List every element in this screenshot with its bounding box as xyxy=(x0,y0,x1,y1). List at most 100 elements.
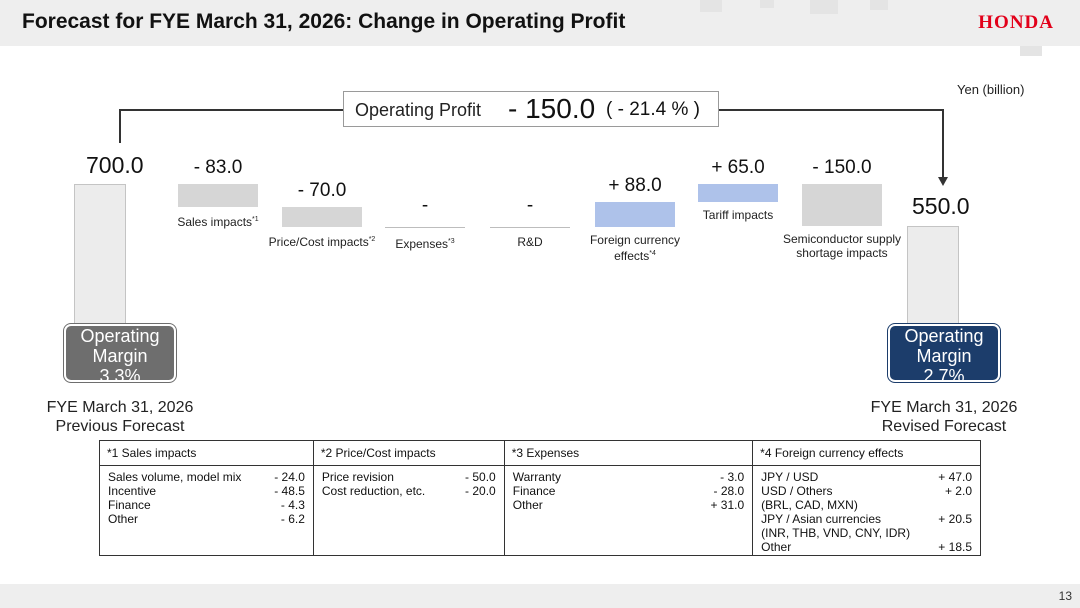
connector-arrowhead xyxy=(938,177,948,186)
previous-forecast-date: FYE March 31, 2026 xyxy=(46,399,194,416)
note-row-name: Other xyxy=(761,540,792,554)
revised-forecast-caption: FYE March 31, 2026 Revised Forecast xyxy=(844,398,1044,436)
category-name: Foreign currency effects xyxy=(589,232,681,263)
note-row: Finance - 4.3 xyxy=(108,498,305,512)
unit-label: Yen (billion) xyxy=(957,82,1025,97)
notes-body-row: Sales volume, model mix - 24.0 Incentive - … xyxy=(99,465,981,556)
note-row: Sales volume, model mix - 24.0 xyxy=(108,470,305,484)
category-name: R&D xyxy=(517,234,543,249)
operating-profit-value: - 150.0 xyxy=(508,93,596,124)
waterfall-category-label: Sales impacts*1 xyxy=(153,213,283,229)
footer-bar: 13 xyxy=(0,584,1080,608)
note-row-name: Cost reduction, etc. xyxy=(321,484,426,498)
waterfall-value-label: + 65.0 xyxy=(711,157,765,178)
note-cell-price-cost: Price revision - 50.0 Cost reduction, etc.… xyxy=(312,465,505,556)
note-row: Incentive - 48.5 xyxy=(108,484,305,498)
previous-margin-label: Operating Margin xyxy=(80,326,160,366)
category-name: Semiconductor supply shortage impacts xyxy=(782,232,902,260)
notes-header-row: *1 Sales impacts *2 Price/Cost impacts *… xyxy=(99,440,981,466)
waterfall-category-label: Tariff impacts xyxy=(673,208,803,222)
connector-line xyxy=(719,109,944,111)
waterfall-category-label: Price/Cost impacts*2 xyxy=(257,233,387,249)
operating-profit-box: Operating Profit - 150.0 ( - 21.4 % ) xyxy=(343,91,719,127)
honda-logo: HONDA xyxy=(978,12,1054,33)
note-row-name: Finance xyxy=(512,484,556,498)
note-row: Finance - 28.0 xyxy=(513,484,744,498)
note-row-value: - 24.0 xyxy=(274,470,305,484)
note-cell-foreign-currency: JPY / USD + 47.0 USD / Others + 2.0 (BRL, CA… xyxy=(752,465,981,556)
waterfall-category-label: Foreign currency effects*4 xyxy=(570,233,700,263)
connector-line xyxy=(942,109,944,177)
note-row: Other - 6.2 xyxy=(108,512,305,526)
note-row: (BRL, CAD, MXN) xyxy=(761,498,972,512)
note-row-name: Other xyxy=(512,498,543,512)
category-name: Tariff impacts xyxy=(702,208,774,223)
note-row-name: Price revision xyxy=(321,470,394,484)
waterfall-category-label: Expenses*3 xyxy=(360,235,490,251)
note-row-name: JPY / USD xyxy=(761,470,819,484)
note-row-name: (BRL, CAD, MXN) xyxy=(761,498,858,512)
revised-margin-label: Operating Margin xyxy=(904,326,984,366)
note-cell-expenses: Warranty - 3.0 Finance - 28.0 Other + 31.0 xyxy=(503,465,754,556)
note-row-name: JPY / Asian currencies xyxy=(761,512,882,526)
revised-forecast-date: FYE March 31, 2026 xyxy=(870,399,1018,416)
note-row: Price revision - 50.0 xyxy=(322,470,496,484)
waterfall-bar xyxy=(595,202,675,227)
category-name: Price/Cost impacts xyxy=(268,234,369,249)
note-row-name: Other xyxy=(108,512,139,526)
footnote-marker: *3 xyxy=(448,237,455,245)
note-row: (INR, THB, VND, CNY, IDR) xyxy=(761,526,972,540)
note-title-expenses: *3 Expenses xyxy=(503,440,754,466)
note-row: Warranty - 3.0 xyxy=(513,470,744,484)
note-row-value: - 3.0 xyxy=(720,470,745,484)
waterfall-category-label: R&D xyxy=(465,235,595,249)
header-decoration xyxy=(870,0,888,10)
note-row-value: + 31.0 xyxy=(710,498,745,512)
note-row-name: Warranty xyxy=(512,470,561,484)
note-row-name: Finance xyxy=(108,498,151,512)
notes-table: *1 Sales impacts *2 Price/Cost impacts *… xyxy=(99,440,981,556)
waterfall-value-label: - xyxy=(526,194,534,216)
header-decoration xyxy=(760,0,774,8)
waterfall-bar xyxy=(282,207,362,227)
revised-margin-value: 2.7% xyxy=(923,366,965,386)
note-row-name: USD / Others xyxy=(761,484,833,498)
note-title-foreign-currency: *4 Foreign currency effects xyxy=(752,440,981,466)
note-row-value: + 47.0 xyxy=(938,470,972,484)
note-row-value: - 20.0 xyxy=(465,484,496,498)
note-title-price-cost: *2 Price/Cost impacts xyxy=(312,440,505,466)
header-decoration xyxy=(810,0,838,14)
note-row-value: + 18.5 xyxy=(938,540,972,554)
previous-forecast-sublabel: Previous Forecast xyxy=(55,418,185,435)
connector-line xyxy=(119,109,121,143)
waterfall-value-label: - 83.0 xyxy=(193,157,243,178)
note-row-value: - 28.0 xyxy=(713,484,745,498)
waterfall-bar xyxy=(698,184,778,203)
previous-margin-value: 3.3% xyxy=(99,366,141,386)
waterfall-value-label: - 70.0 xyxy=(297,180,347,202)
waterfall-bar xyxy=(490,226,570,229)
waterfall-value-label: - 150.0 xyxy=(812,157,872,178)
waterfall-value-label: - xyxy=(421,194,429,216)
footnote-marker: *4 xyxy=(649,249,656,257)
note-row: Cost reduction, etc. - 20.0 xyxy=(322,484,496,498)
header-decoration xyxy=(1020,46,1042,56)
note-row: JPY / USD + 47.0 xyxy=(761,470,972,484)
end-total-value: 550.0 xyxy=(912,193,970,219)
operating-profit-label: Operating Profit xyxy=(355,100,482,120)
category-name: Expenses xyxy=(395,236,449,251)
note-row-value: - 4.3 xyxy=(280,498,305,512)
note-row-name: Incentive xyxy=(108,484,157,498)
operating-profit-percent: ( - 21.4 % ) xyxy=(606,99,700,120)
previous-forecast-caption: FYE March 31, 2026 Previous Forecast xyxy=(20,398,220,436)
note-row: USD / Others + 2.0 xyxy=(761,484,972,498)
page-number: 13 xyxy=(1058,589,1072,603)
note-row-name: (INR, THB, VND, CNY, IDR) xyxy=(761,526,911,540)
note-row-value: - 50.0 xyxy=(465,470,496,484)
start-total-value: 700.0 xyxy=(86,152,144,178)
footnote-marker: *2 xyxy=(368,235,376,243)
note-row-value: + 20.5 xyxy=(938,512,972,526)
revised-forecast-sublabel: Revised Forecast xyxy=(881,418,1007,435)
revised-margin-badge: Operating Margin 2.7% xyxy=(888,324,1000,386)
waterfall-value-label: + 88.0 xyxy=(608,175,662,197)
